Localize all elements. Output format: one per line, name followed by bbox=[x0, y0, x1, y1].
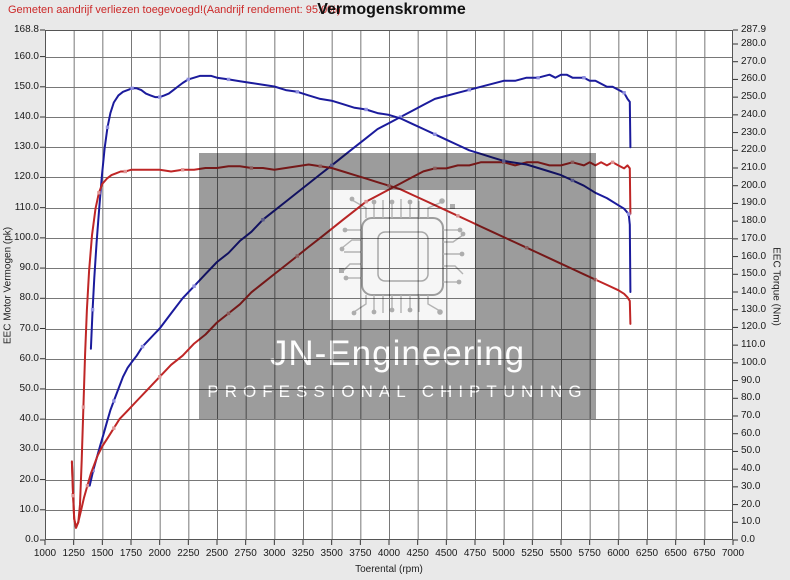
x-tick-label: 2500 bbox=[205, 548, 229, 559]
left-tick-label: 140.0 bbox=[13, 111, 39, 122]
left-tick-label: 60.0 bbox=[19, 352, 39, 364]
x-tick-label: 2000 bbox=[148, 548, 171, 559]
drivetrain-loss-notice: Gemeten aandrijf verliezen toegevoegd!(A… bbox=[8, 4, 341, 16]
x-tick-label: 4250 bbox=[406, 548, 429, 559]
curve-power-blue-pk bbox=[88, 73, 632, 487]
right-tick-label: 100.0 bbox=[741, 356, 767, 368]
x-tick-label: 1500 bbox=[91, 548, 114, 559]
left-tick-label: 160.0 bbox=[13, 50, 39, 62]
left-tick-label: 110.0 bbox=[14, 201, 39, 213]
x-tick-label: 3750 bbox=[349, 548, 372, 559]
right-tick-label: 287.9 bbox=[741, 24, 767, 35]
left-tick-label: 80.0 bbox=[19, 292, 39, 304]
x-tick-label: 6500 bbox=[664, 548, 687, 559]
right-tick-label: 230.0 bbox=[741, 126, 767, 138]
right-tick-label: 190.0 bbox=[741, 197, 767, 209]
x-axis-title: Toerental (rpm) bbox=[355, 564, 423, 575]
right-tick-label: 70.0 bbox=[741, 409, 761, 421]
right-tick-label: 20.0 bbox=[741, 498, 761, 510]
x-tick-label: 5250 bbox=[521, 548, 544, 559]
left-tick-label: 20.0 bbox=[19, 473, 39, 485]
right-tick-label: 30.0 bbox=[741, 480, 761, 492]
left-tick-label: 150.0 bbox=[13, 80, 39, 92]
x-tick-label: 1750 bbox=[119, 548, 143, 559]
curve-power-red-pk bbox=[70, 161, 632, 529]
x-tick-label: 1250 bbox=[62, 548, 85, 559]
curve-torque-red-nm bbox=[70, 163, 632, 529]
right-tick-label: 0.0 bbox=[741, 534, 755, 545]
right-tick-label: 50.0 bbox=[741, 445, 761, 457]
left-tick-label: 0.0 bbox=[25, 534, 39, 545]
x-tick-label: 5000 bbox=[492, 548, 515, 559]
x-tick-label: 4000 bbox=[377, 548, 401, 559]
chart-title: Vermogenskromme bbox=[317, 1, 466, 18]
x-tick-label: 1000 bbox=[33, 548, 57, 559]
right-tick-label: 120.0 bbox=[741, 321, 767, 333]
left-tick-label: 120.0 bbox=[13, 171, 39, 183]
right-tick-label: 180.0 bbox=[741, 215, 767, 227]
x-tick-label: 7000 bbox=[721, 548, 745, 559]
right-tick-label: 210.0 bbox=[741, 161, 767, 173]
x-tick-label: 3500 bbox=[320, 548, 343, 559]
right-tick-label: 170.0 bbox=[741, 232, 767, 244]
x-tick-label: 2750 bbox=[234, 548, 257, 559]
right-tick-label: 80.0 bbox=[741, 392, 761, 404]
right-tick-label: 110.0 bbox=[741, 339, 766, 351]
left-tick-label: 40.0 bbox=[19, 413, 39, 425]
right-tick-label: 200.0 bbox=[741, 179, 767, 191]
right-tick-label: 60.0 bbox=[741, 427, 761, 439]
right-tick-label: 240.0 bbox=[741, 108, 767, 120]
x-tick-label: 6250 bbox=[635, 548, 659, 559]
right-tick-label: 150.0 bbox=[741, 268, 767, 280]
right-tick-label: 160.0 bbox=[741, 250, 767, 262]
x-tick-label: 4500 bbox=[435, 548, 458, 559]
left-tick-label: 10.0 bbox=[19, 503, 39, 515]
right-tick-label: 10.0 bbox=[741, 516, 761, 528]
x-tick-label: 3000 bbox=[263, 548, 286, 559]
right-tick-label: 130.0 bbox=[741, 303, 767, 315]
x-tick-label: 4750 bbox=[463, 548, 487, 559]
x-tick-label: 6000 bbox=[607, 548, 630, 559]
right-tick-label: 250.0 bbox=[741, 91, 767, 103]
left-tick-label: 130.0 bbox=[13, 141, 39, 153]
x-tick-label: 5500 bbox=[549, 548, 573, 559]
left-tick-label: 90.0 bbox=[19, 262, 39, 274]
right-tick-label: 90.0 bbox=[741, 374, 761, 386]
right-tick-label: 220.0 bbox=[741, 144, 767, 156]
x-tick-label: 2250 bbox=[177, 548, 200, 559]
x-tick-label: 6750 bbox=[693, 548, 716, 559]
x-tick-label: 3250 bbox=[291, 548, 315, 559]
left-tick-label: 168.8 bbox=[13, 24, 39, 35]
right-tick-label: 260.0 bbox=[741, 73, 767, 85]
left-tick-label: 70.0 bbox=[19, 322, 39, 334]
left-tick-label: 50.0 bbox=[19, 382, 39, 394]
right-tick-label: 270.0 bbox=[741, 55, 767, 67]
x-tick-label: 5750 bbox=[578, 548, 601, 559]
right-tick-label: 140.0 bbox=[741, 285, 767, 297]
left-tick-label: 100.0 bbox=[13, 231, 39, 243]
left-tick-label: 30.0 bbox=[19, 443, 39, 455]
right-tick-label: 280.0 bbox=[741, 37, 767, 49]
right-tick-label: 40.0 bbox=[741, 463, 761, 475]
